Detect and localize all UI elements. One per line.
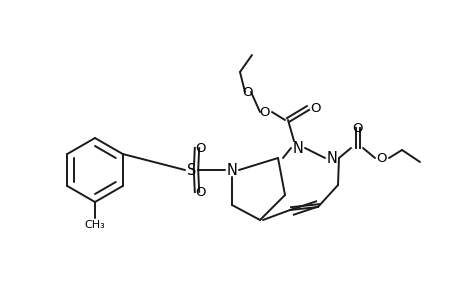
Text: N: N	[292, 140, 303, 155]
Text: O: O	[352, 122, 363, 134]
Text: O: O	[376, 152, 386, 164]
Text: O: O	[259, 106, 270, 118]
Text: CH₃: CH₃	[84, 220, 105, 230]
Text: N: N	[226, 163, 237, 178]
Text: O: O	[196, 185, 206, 199]
Text: N: N	[326, 151, 337, 166]
Text: O: O	[310, 101, 320, 115]
Text: S: S	[187, 163, 196, 178]
Text: O: O	[242, 85, 253, 98]
Text: O: O	[196, 142, 206, 154]
